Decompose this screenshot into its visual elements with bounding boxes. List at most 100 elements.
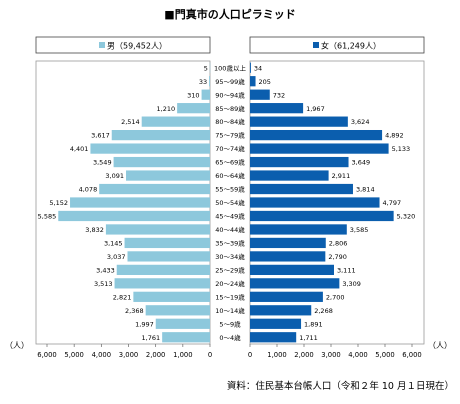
female-bar: [250, 89, 270, 100]
male-value-label: 3,832: [85, 226, 104, 234]
age-category-label: 85～89歳: [215, 104, 245, 113]
female-bar: [250, 237, 326, 249]
male-value-label: 4,401: [70, 145, 89, 153]
male-bar: [145, 305, 210, 316]
female-value-label: 2,806: [329, 240, 348, 248]
female-value-label: 3,111: [337, 266, 356, 274]
male-bar: [124, 237, 210, 249]
age-category-label: 60～64歳: [215, 171, 245, 180]
female-legend-label: 女（61,249人）: [321, 41, 381, 51]
age-category-label: 10～14歳: [215, 306, 245, 315]
female-value-label: 4,797: [383, 199, 402, 207]
female-value-label: 3,309: [342, 280, 361, 288]
female-legend-swatch: [313, 42, 319, 48]
female-bar: [250, 103, 304, 114]
male-value-label: 4,078: [79, 186, 98, 194]
female-bar: [250, 197, 380, 208]
female-value-label: 5,133: [392, 145, 411, 153]
female-value-label: 4,892: [385, 132, 404, 140]
female-value-label: 2,790: [328, 253, 347, 261]
male-value-label: 3,145: [104, 240, 123, 248]
male-tick-label: 3,000: [119, 351, 138, 359]
age-category-label: 90～94歳: [215, 90, 245, 99]
female-value-label: 3,649: [352, 159, 371, 167]
male-value-label: 5: [204, 64, 208, 72]
female-value-label: 3,624: [351, 118, 370, 126]
male-tick-label: 1,000: [173, 351, 192, 359]
female-bar: [250, 116, 348, 127]
female-bar: [250, 156, 349, 168]
male-unit-label: （人）: [5, 341, 29, 350]
male-bar: [113, 156, 210, 168]
female-bar: [250, 305, 312, 316]
male-value-label: 5,585: [38, 213, 57, 221]
female-tick-label: 1,000: [267, 351, 286, 359]
female-value-label: 1,967: [306, 105, 325, 113]
age-category-label: 75～79歳: [215, 131, 245, 140]
male-bar: [201, 89, 210, 100]
source-note: 資料：住民基本台帳人口（令和２年 10 月１日現在）: [226, 381, 454, 392]
male-value-label: 2,821: [113, 293, 132, 301]
male-value-label: 3,433: [96, 266, 115, 274]
male-bar: [209, 76, 210, 87]
female-bar: [250, 183, 353, 195]
female-bar: [250, 251, 326, 262]
female-bar: [250, 224, 347, 235]
male-bar: [114, 278, 210, 289]
female-bar: [250, 76, 256, 87]
female-tick-label: 5,000: [375, 351, 394, 359]
female-bar: [250, 170, 329, 181]
male-value-label: 3,513: [94, 280, 113, 288]
female-tick-label: 4,000: [348, 351, 367, 359]
male-value-label: 3,549: [93, 159, 112, 167]
male-legend-box: [35, 36, 211, 54]
age-category-label: 80～84歳: [215, 117, 245, 126]
age-category-label: 25～29歳: [215, 265, 245, 274]
female-bar: [250, 129, 383, 141]
male-bar: [155, 318, 210, 329]
female-tick-label: 2,000: [294, 351, 313, 359]
female-value-label: 3,814: [356, 186, 375, 194]
female-value-label: 732: [273, 91, 285, 99]
male-value-label: 1,210: [157, 105, 176, 113]
male-legend-label: 男（59,452人）: [107, 42, 167, 51]
age-category-label: 15～19歳: [215, 292, 245, 301]
age-category-label: 65～69歳: [215, 158, 245, 167]
female-tick-label: 3,000: [321, 351, 340, 359]
female-value-label: 34: [254, 64, 262, 72]
female-value-label: 1,891: [304, 320, 323, 328]
female-bar: [250, 332, 297, 343]
age-category-label: 45～49歳: [215, 212, 245, 221]
female-value-label: 2,700: [326, 293, 345, 301]
male-value-label: 1,997: [135, 320, 154, 328]
age-category-label: 0～4歳: [219, 333, 241, 342]
male-bar: [116, 264, 210, 276]
female-value-label: 205: [259, 78, 271, 86]
male-tick-label: 6,000: [37, 351, 56, 359]
male-tick-label: 0: [208, 351, 212, 359]
female-tick-label: 0: [248, 351, 252, 359]
male-bar: [126, 170, 210, 181]
age-category-label: 95～99歳: [215, 77, 245, 86]
female-legend-box: [249, 36, 425, 54]
age-category-label: 50～54歳: [215, 198, 245, 207]
age-category-label: 5～9歳: [219, 319, 241, 328]
age-category-label: 20～24歳: [215, 279, 245, 288]
age-category-label: 35～39歳: [215, 239, 245, 248]
male-tick-label: 5,000: [64, 351, 83, 359]
male-value-label: 3,091: [105, 172, 124, 180]
male-bar: [162, 332, 210, 343]
age-category-label: 30～34歳: [215, 252, 245, 261]
female-unit-label: （人）: [428, 341, 452, 350]
male-value-label: 33: [199, 78, 207, 86]
age-category-label: 100歳以上: [214, 63, 246, 72]
female-bar: [250, 62, 251, 73]
male-bar: [141, 116, 210, 127]
male-tick-label: 2,000: [146, 351, 165, 359]
male-bar: [127, 251, 210, 262]
male-bar: [70, 197, 211, 208]
male-value-label: 310: [187, 91, 199, 99]
age-category-label: 70～74歳: [215, 144, 245, 153]
female-bar: [250, 210, 394, 222]
